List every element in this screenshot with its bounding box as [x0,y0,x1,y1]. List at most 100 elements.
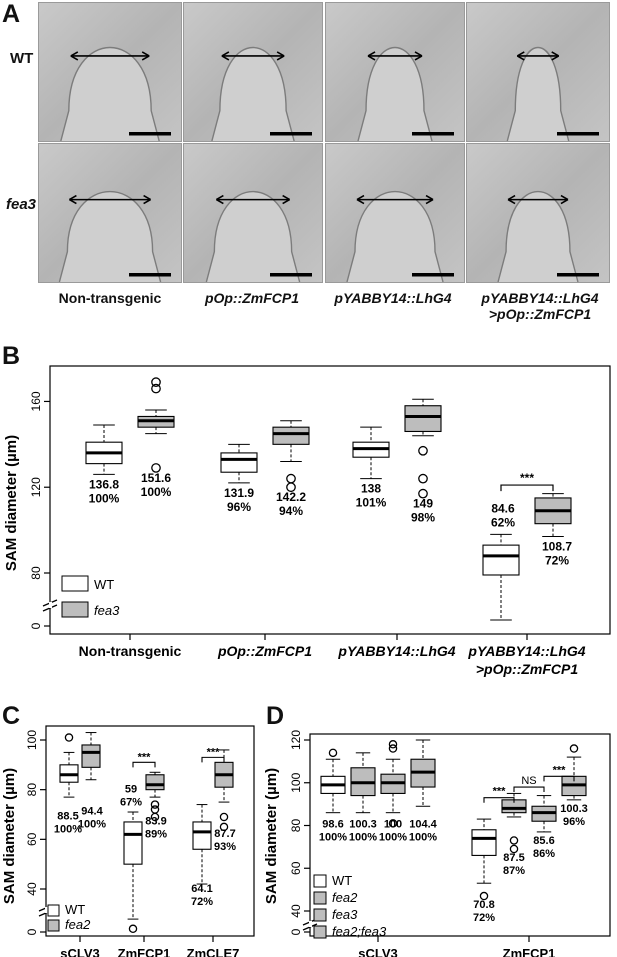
y-tick-label: 0 [25,928,39,935]
outlier-point [509,836,519,845]
significance-bracket [201,756,225,763]
x-category-label: ZmFCP1 [503,946,556,957]
legend-label: WT [65,902,85,917]
significance-label: *** [207,746,221,758]
legend-swatch [313,925,327,939]
legend-swatch [61,601,89,618]
value-label-mean: 151.6 [141,471,171,485]
x-category-label: sCLV3 [60,946,100,957]
sam-width-arrow [70,51,150,61]
panel-d-boxplot: 0 40 60 80 100 120 SAM diameter (µm) sCLV3 ZmFCP… [263,730,611,957]
outlier-point [219,812,229,822]
micrograph-wt-2 [183,2,323,142]
legend-label: fea3 [94,603,120,618]
micrograph-drawing [184,144,322,282]
y-tick-label: 100 [25,730,39,750]
box-3-1: 108.772% [534,493,572,568]
y-axis-label: SAM diameter (µm) [3,435,20,571]
significance-label: *** [553,764,567,776]
x-category-label: ZmFCP1 [118,946,171,957]
meristem-dome-outline [506,47,570,141]
box-1-0: 70.872% [471,818,497,924]
y-tick-label: 0 [289,928,303,935]
scale-bar [129,132,171,136]
outlier-point [151,383,161,394]
significance-bracket [513,786,545,793]
col-label-non-transgenic: Non-transgenic [36,290,184,306]
y-tick-label: 80 [289,819,303,833]
significance-bracket [543,775,575,782]
meristem-dome-outline [60,46,160,141]
value-label-mean: 104.4 [409,819,437,831]
value-label-percent: 100% [89,491,120,505]
box-body [81,744,101,768]
y-tick-label: 120 [289,730,303,750]
legend-swatch [47,919,60,932]
panel-d-letter: D [266,702,285,730]
micrograph-fea3-3 [325,143,465,283]
value-label-percent: 72% [545,554,569,568]
plot-frame [49,365,611,635]
x-category-label-line2: >pOp::ZmFCP1 [476,661,578,677]
box-body [220,452,258,473]
box-body [404,405,442,433]
y-tick-label: 60 [25,832,39,846]
x-category-label: ZmCLE7 [187,946,240,957]
micrograph-drawing [326,144,464,282]
x-category-label: pYABBY14::LhG4 [337,643,455,659]
micrograph-drawing [326,3,464,141]
micrograph-fea3-2 [183,143,323,283]
scale-bar [270,132,312,136]
value-label-percent: 72% [191,896,213,908]
micrograph-drawing [467,144,609,282]
value-label-percent: 93% [214,841,236,853]
legend-swatch [313,908,327,922]
value-label-mean: 138 [361,482,381,496]
outlier-point [388,740,398,749]
outlier-point [328,748,338,758]
outlier-point [150,805,160,814]
y-axis-label: SAM diameter (µm) [263,768,280,904]
legend-label: WT [94,577,114,592]
meristem-dome-outline [205,190,301,282]
y-tick-label: 80 [25,783,39,797]
outlier-point [418,473,428,484]
value-label-percent: 101% [356,496,387,510]
significance-label: *** [520,471,534,485]
sam-width-arrow [215,194,291,205]
value-label-mean: 84.6 [491,501,515,515]
outlier-point [479,891,489,901]
col-label-line-1: pYABBY14::LhG4 [481,290,599,306]
value-label-percent: 100% [54,823,82,835]
meristem-dome-outline [346,190,444,282]
scale-bar [412,132,454,136]
box-1-0: 131.996% [220,443,258,514]
value-label-percent: 89% [145,828,167,840]
micrograph-wt-4 [466,2,610,142]
plot-frame [45,725,255,937]
meristem-dome-outline [58,190,162,282]
box-1-1: 87.587% [501,792,527,877]
box-1-1: 142.294% [272,420,310,518]
value-label-percent: 72% [473,912,495,924]
value-label-percent: 94% [279,504,303,518]
value-label-mean: 64.1 [191,883,212,895]
legend-label: fea2 [332,890,358,905]
y-tick-label: 0 [29,622,43,629]
y-tick-label: 40 [25,882,39,896]
col-label-line: pOp::ZmFCP1 [204,290,300,306]
col-label-pyabby14-lhg4-pop-zmfcp1: pYABBY14::LhG4 >pOp::ZmFCP1 [460,290,617,322]
value-label-percent: 96% [563,816,585,828]
y-tick-label: 100 [289,772,303,792]
legend-label: fea2;fea3 [332,924,387,939]
value-label-mean: 59 [125,784,137,796]
x-category-label: pOp::ZmFCP1 [217,643,312,659]
meristem-dome-outline [497,191,579,282]
legend-label: fea2 [65,917,91,932]
value-label-percent: 67% [120,797,142,809]
value-label-mean: 98.6 [322,819,343,831]
